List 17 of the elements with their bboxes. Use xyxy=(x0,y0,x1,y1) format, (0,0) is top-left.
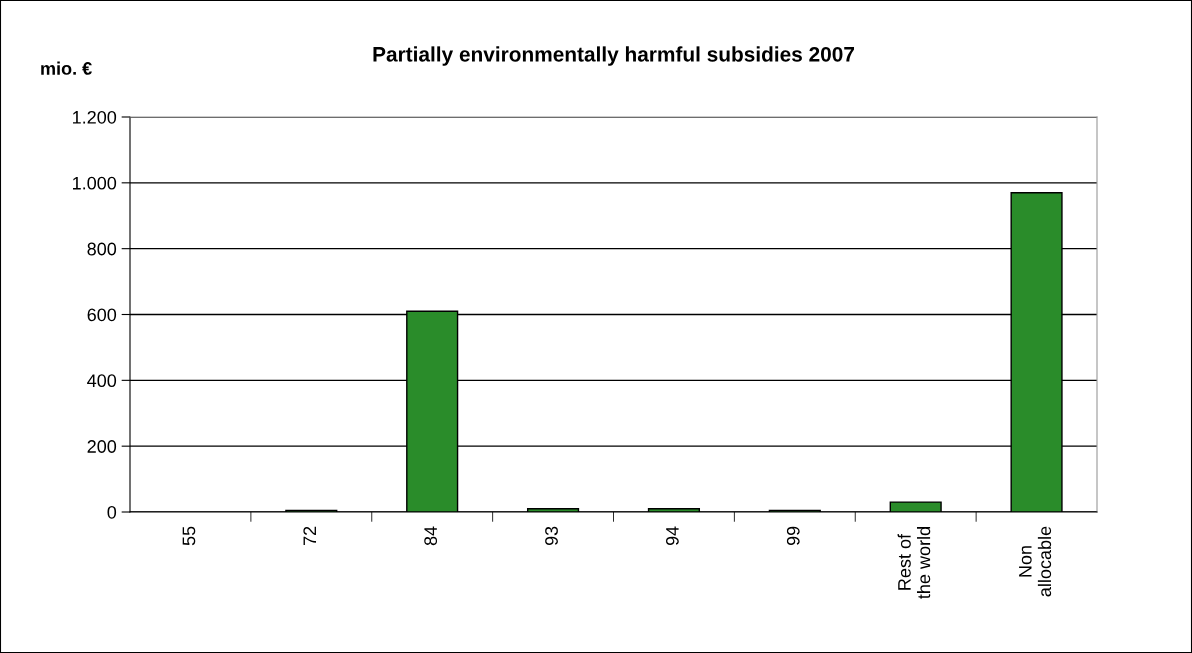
y-tick-label: 1.200 xyxy=(73,110,117,124)
y-tick-label: 600 xyxy=(87,308,117,322)
x-tick-label: Rest of the world xyxy=(897,527,931,599)
y-tick-label: 1.000 xyxy=(73,176,117,190)
x-tick-label: 55 xyxy=(182,526,196,546)
x-tick-label: 93 xyxy=(545,526,558,546)
y-tick-label: 0 xyxy=(107,505,117,519)
x-tick-label: 94 xyxy=(666,526,679,546)
x-tick-label: Non allocable xyxy=(1019,526,1052,597)
x-tick-label: 84 xyxy=(424,526,438,546)
x-tick-label: 72 xyxy=(303,526,316,546)
y-tick-label: 200 xyxy=(87,440,117,453)
chart-title: Partially environmentally harmful subsidies 2007 xyxy=(373,46,855,66)
y-tick-label: 400 xyxy=(87,374,117,388)
x-tick-label: 99 xyxy=(786,526,800,546)
y-axis-title: mio. € xyxy=(41,61,92,75)
y-tick-label: 800 xyxy=(87,242,117,256)
